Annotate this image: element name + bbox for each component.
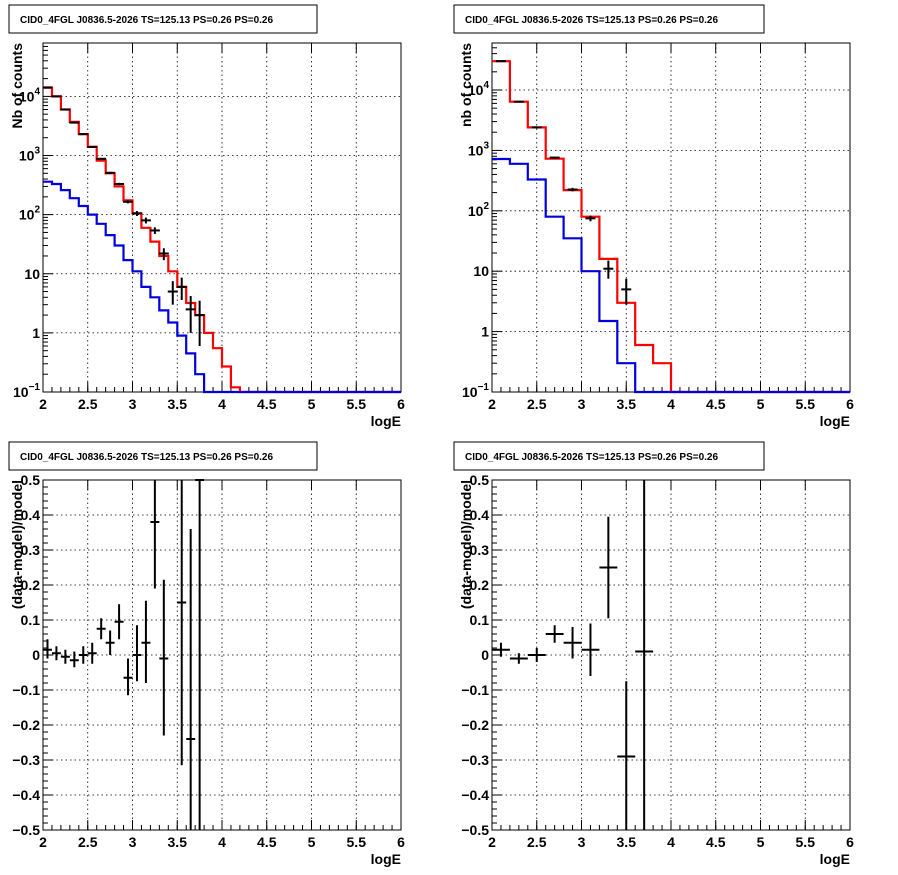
x-tick-label: 3	[129, 834, 137, 850]
y-tick-label: 0.1	[470, 612, 490, 628]
y-tick-label: 102	[468, 201, 490, 219]
y-tick-label: 0.2	[21, 577, 41, 593]
y-tick-label: 0	[32, 647, 40, 663]
x-tick-label: 2	[39, 834, 47, 850]
chart-title: CID0_4FGL J0836.5-2026 TS=125.13 PS=0.26…	[20, 15, 273, 26]
chart-panel-3: CID0_4FGL J0836.5-2026 TS=125.13 PS=0.26…	[8, 441, 405, 867]
x-tick-label: 6	[397, 834, 405, 850]
x-tick-label: 2.5	[78, 396, 98, 412]
chart-title-box	[453, 4, 765, 34]
y-tick-label: 0.5	[470, 472, 490, 488]
y-tick-label: 0.1	[21, 612, 41, 628]
x-axis-label: logE	[820, 851, 850, 867]
y-tick-label: −0.2	[12, 717, 40, 733]
data-points	[42, 86, 205, 346]
model-component-histogram	[492, 157, 850, 394]
x-tick-label: 3.5	[168, 834, 188, 850]
y-tick-label: 0.5	[21, 472, 41, 488]
chart-panel-2: CID0_4FGL J0836.5-2026 TS=125.13 PS=0.26…	[453, 4, 854, 429]
x-axis-label: logE	[820, 413, 850, 429]
y-tick-label: 0.3	[470, 542, 490, 558]
x-tick-label: 2.5	[527, 834, 547, 850]
x-tick-label: 6	[846, 834, 854, 850]
data-points	[492, 480, 654, 830]
y-tick-label: −0.3	[461, 752, 489, 768]
x-tick-label: 4	[667, 834, 675, 850]
y-axis-label: nb of counts	[458, 43, 474, 127]
x-tick-label: 4	[667, 396, 675, 412]
chart-title: CID0_4FGL J0836.5-2026 TS=125.13 PS=0.26…	[20, 452, 273, 463]
y-axis-label: (data-model)/model	[458, 480, 474, 609]
x-tick-label: 3.5	[617, 396, 637, 412]
y-tick-label: 10	[473, 263, 489, 279]
y-tick-label: −0.4	[461, 787, 489, 803]
y-tick-label: −0.5	[12, 822, 40, 838]
y-tick-label: 102	[19, 205, 41, 223]
y-tick-label: 104	[19, 86, 41, 104]
x-tick-label: 5	[757, 834, 765, 850]
x-tick-label: 2.5	[527, 396, 547, 412]
x-tick-label: 4.5	[706, 834, 726, 850]
y-axis-label: (data-model)/model	[9, 480, 25, 609]
y-tick-label: −0.5	[461, 822, 489, 838]
x-tick-label: 5.5	[796, 396, 816, 412]
y-tick-label: −0.2	[461, 717, 489, 733]
x-tick-label: 2.5	[78, 834, 98, 850]
y-tick-label: 10−1	[462, 382, 489, 400]
x-tick-label: 3	[578, 834, 586, 850]
x-tick-label: 4	[218, 396, 226, 412]
y-tick-label: −0.1	[12, 682, 40, 698]
x-tick-label: 2	[488, 834, 496, 850]
x-tick-label: 2	[39, 396, 47, 412]
chart-title: CID0_4FGL J0836.5-2026 TS=125.13 PS=0.26…	[465, 15, 718, 26]
x-tick-label: 4.5	[257, 396, 277, 412]
chart-panel-1: CID0_4FGL J0836.5-2026 TS=125.13 PS=0.26…	[8, 4, 405, 429]
y-tick-label: 0.4	[21, 507, 41, 523]
x-tick-label: 6	[397, 396, 405, 412]
x-axis-label: logE	[371, 851, 401, 867]
y-tick-label: 0.4	[470, 507, 490, 523]
y-tick-label: −0.4	[12, 787, 40, 803]
y-tick-label: 103	[468, 140, 490, 158]
y-tick-label: −0.1	[461, 682, 489, 698]
x-tick-label: 5	[308, 396, 316, 412]
x-tick-label: 6	[846, 396, 854, 412]
x-tick-label: 2	[488, 396, 496, 412]
x-tick-label: 4.5	[257, 834, 277, 850]
chart-title: CID0_4FGL J0836.5-2026 TS=125.13 PS=0.26…	[465, 452, 718, 463]
y-tick-label: −0.3	[12, 752, 40, 768]
y-tick-label: 0.3	[21, 542, 41, 558]
y-tick-label: 1	[32, 325, 40, 341]
x-tick-label: 3.5	[617, 834, 637, 850]
y-tick-label: 10−1	[13, 382, 40, 400]
x-tick-label: 3.5	[168, 396, 188, 412]
x-tick-label: 5.5	[347, 396, 367, 412]
x-tick-label: 5	[757, 396, 765, 412]
y-tick-label: 0	[481, 647, 489, 663]
y-tick-label: 10	[24, 266, 40, 282]
chart-title-box	[453, 441, 765, 471]
x-tick-label: 5.5	[347, 834, 367, 850]
x-axis-label: logE	[371, 413, 401, 429]
model-component-histogram	[43, 180, 401, 394]
x-tick-label: 4.5	[706, 396, 726, 412]
y-tick-label: 0.2	[470, 577, 490, 593]
chart-title-box	[8, 4, 318, 34]
chart-title-box	[8, 441, 318, 471]
x-tick-label: 5.5	[796, 834, 816, 850]
x-tick-label: 3	[129, 396, 137, 412]
y-tick-label: 104	[468, 80, 490, 98]
y-axis-label: Nb of counts	[9, 43, 25, 129]
data-points	[43, 479, 205, 830]
data-points	[495, 60, 632, 305]
y-tick-label: 103	[19, 146, 41, 164]
x-tick-label: 4	[218, 834, 226, 850]
x-tick-label: 3	[578, 396, 586, 412]
x-tick-label: 5	[308, 834, 316, 850]
y-tick-label: 1	[481, 324, 489, 340]
chart-panel-4: CID0_4FGL J0836.5-2026 TS=125.13 PS=0.26…	[453, 441, 854, 867]
